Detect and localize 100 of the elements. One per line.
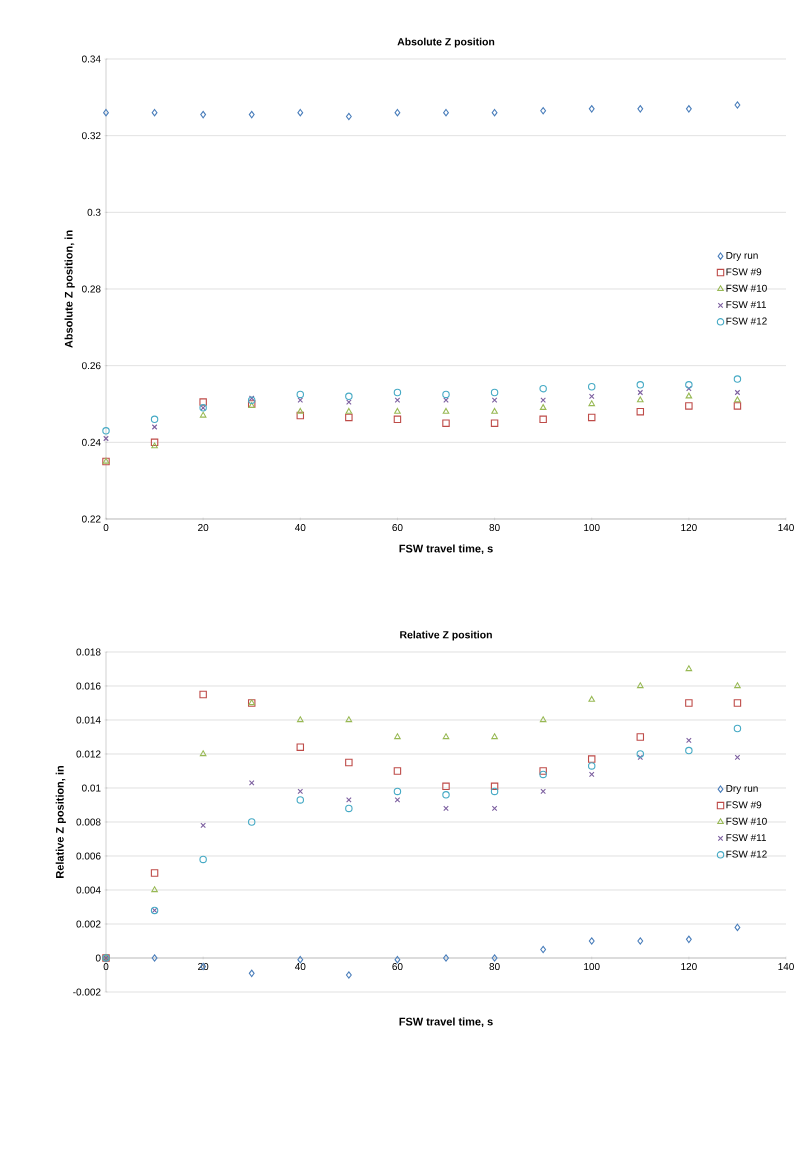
x-tick-label: 60 [392,963,403,971]
point [734,389,741,396]
point [150,415,159,424]
y-tick-label: 0.32 [81,132,101,140]
y-tick-label: 0.26 [81,362,101,370]
y-tick-label: 0.002 [76,920,101,928]
point [199,411,207,418]
point [636,407,645,416]
point [686,737,692,744]
point [734,682,741,689]
point [733,699,742,707]
point [394,108,401,117]
point [490,419,499,427]
legend-label: FSW #11 [726,301,767,309]
legend-label: FSW #9 [726,801,762,809]
point [539,404,547,410]
point [490,388,499,397]
y-tick-label: 0.008 [76,818,101,826]
point [394,733,401,740]
legend-label: FSW #12 [726,850,767,858]
point [442,733,450,740]
legend-label: FSW #10 [726,284,767,292]
point [588,393,595,400]
point [296,743,305,751]
point [200,110,207,119]
y-tick-label: 0.014 [76,716,101,724]
point [296,407,304,414]
x-tick-label: 80 [489,524,500,532]
legend-label: Dry run [726,251,758,261]
point [248,969,255,978]
point [393,415,402,424]
point [199,690,207,699]
point [393,787,402,796]
point [734,754,741,761]
point [540,945,547,954]
y-tick-label: 0.016 [76,682,101,690]
point [637,937,644,945]
y-tick-label: 0.012 [76,750,101,758]
legend-label: FSW #10 [726,817,767,825]
point [345,112,352,121]
legend-label: FSW #11 [726,834,767,842]
point [394,397,401,403]
chart-title: Relative Z position [400,630,492,641]
x-tick-label: 120 [681,524,697,532]
y-tick-label: 0.28 [81,285,101,293]
point [199,750,207,757]
point [247,818,256,826]
point [297,788,304,795]
point [248,110,255,119]
point [346,399,352,405]
point [103,435,109,442]
point [199,398,207,406]
point [636,396,644,403]
point [248,780,255,786]
point [491,108,498,117]
point [734,923,741,932]
point [345,971,352,979]
point [394,797,401,803]
y-tick-label: 0.22 [81,515,101,523]
y-tick-label: 0.34 [81,55,101,63]
x-tick-label: 140 [778,524,794,532]
x-tick-label: 140 [778,963,794,971]
point [734,396,741,403]
point [150,438,159,447]
point [733,402,742,410]
point [685,935,692,944]
point [685,402,693,410]
point [296,796,305,804]
point [587,413,596,422]
point [345,716,353,723]
point [685,746,693,755]
point [150,869,159,877]
point [733,375,742,383]
y-axis-title: Absolute Z position, in [64,230,75,348]
y-axis-title: Relative Z position, in [55,766,66,878]
point [296,411,305,420]
point [442,791,450,799]
legend-label: FSW #9 [726,268,762,276]
point [102,427,110,435]
x-tick-label: 120 [681,963,697,971]
x-tick-label: 100 [584,524,600,532]
x-axis-title: FSW travel time, s [399,1017,493,1028]
legend-label: FSW #12 [726,317,767,325]
y-tick-label: 0.3 [87,208,101,216]
point [636,682,644,689]
point [151,442,158,449]
point [588,105,595,113]
point [442,390,450,399]
point [394,407,401,414]
point [539,770,547,779]
y-tick-label: 0.24 [81,438,101,446]
x-tick-label: 40 [294,963,306,971]
point [345,413,353,422]
point [539,767,547,775]
point [345,758,353,767]
point [151,424,158,430]
y-tick-label: 0.01 [81,784,101,792]
point [297,108,304,117]
point [685,381,693,389]
point [588,771,595,778]
